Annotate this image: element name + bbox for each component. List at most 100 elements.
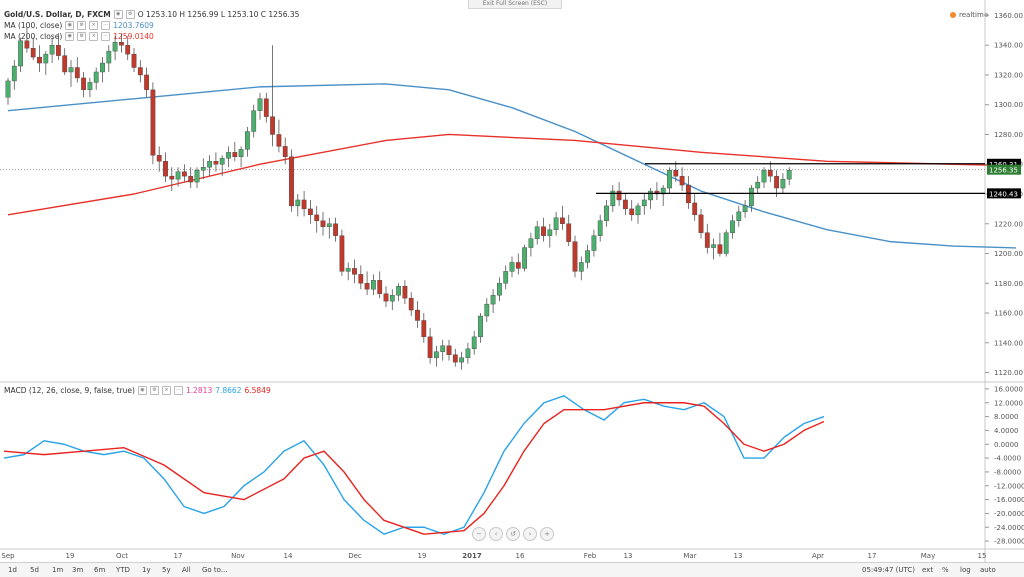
support-tag: 1240.43	[989, 190, 1018, 198]
timeframe-all[interactable]: All	[182, 566, 191, 574]
ma200-settings-icon[interactable]: ⚙	[77, 32, 87, 41]
candle-body	[320, 220, 326, 227]
candle-body	[62, 55, 68, 73]
macd-eye-icon[interactable]: ◉	[137, 386, 147, 395]
candle-body	[49, 45, 55, 55]
ma100-more-icon[interactable]: ⋯	[101, 21, 111, 30]
auto-toggle[interactable]: auto	[980, 566, 996, 574]
ma100-settings-icon[interactable]: ⚙	[77, 21, 87, 30]
legend-settings-icon[interactable]: ⚙	[125, 10, 135, 19]
candles	[5, 27, 792, 370]
price-tick-label: 1200.00	[994, 250, 1023, 258]
candle-up	[641, 194, 647, 215]
exit-fullscreen-button[interactable]: Exit Full Screen (ESC)	[468, 0, 562, 9]
macd-tick-label: -20.0000	[994, 510, 1024, 518]
reset-button[interactable]: ↺	[506, 527, 520, 541]
candle-down	[156, 146, 162, 172]
candle-body	[389, 294, 395, 302]
timeframe-1d[interactable]: 1d	[8, 566, 17, 574]
candle-body	[238, 149, 244, 158]
candle-down	[232, 141, 238, 162]
macd-more-icon[interactable]: ⋯	[173, 386, 183, 395]
candle-up	[761, 167, 767, 189]
candle-body	[629, 208, 635, 216]
timeframe-ytd[interactable]: YTD	[116, 566, 130, 574]
timeframe-1m[interactable]: 1m	[52, 566, 64, 574]
scroll-right-button[interactable]: ›	[523, 527, 537, 541]
macd-close-icon[interactable]: ×	[161, 386, 171, 395]
ma200-close-icon[interactable]: ×	[89, 32, 99, 41]
candle-down	[131, 48, 137, 72]
zoom-in-button[interactable]: +	[540, 527, 554, 541]
candle-body	[522, 247, 528, 269]
candle-down	[301, 191, 307, 217]
timeframe-5d[interactable]: 5d	[30, 566, 39, 574]
candle-up	[660, 185, 666, 206]
time-tick-label: 15	[978, 552, 987, 560]
candle-down	[333, 217, 338, 242]
candle-down	[150, 82, 156, 165]
candle-up	[522, 244, 528, 272]
candle-body	[465, 348, 471, 358]
timeframe-6m[interactable]: 6m	[94, 566, 106, 574]
candle-body	[144, 74, 149, 91]
horizontal-levels[interactable]	[596, 163, 985, 194]
macd-legend: MACD (12, 26, close, 9, false, true) ◉ ⚙…	[4, 386, 271, 395]
ma100-close-icon[interactable]: ×	[89, 21, 99, 30]
candle-body	[43, 53, 49, 64]
time-tick-label: 14	[284, 552, 293, 560]
timeframe-5y[interactable]: 5y	[162, 566, 171, 574]
candle-body	[490, 294, 496, 305]
candle-body	[767, 169, 773, 177]
macd-tick-label: 16.0000	[994, 385, 1023, 393]
ma100-eye-icon[interactable]: ◉	[65, 21, 75, 30]
candle-body	[654, 190, 660, 195]
candle-down	[352, 259, 357, 284]
candle-body	[339, 235, 345, 272]
candle-down	[427, 327, 433, 364]
macd-settings-icon[interactable]: ⚙	[149, 386, 159, 395]
candle-up	[736, 205, 742, 227]
candle-body	[270, 116, 275, 135]
timeframe-1y[interactable]: 1y	[142, 566, 151, 574]
log-toggle[interactable]: log	[960, 566, 971, 574]
candle-body	[749, 187, 754, 207]
candle-down	[74, 57, 80, 83]
timeframe-3m[interactable]: 3m	[72, 566, 84, 574]
ma200-eye-icon[interactable]: ◉	[65, 32, 75, 41]
scroll-left-button[interactable]: ‹	[489, 527, 503, 541]
time-tick-label: Feb	[584, 552, 597, 560]
candle-body	[660, 187, 666, 195]
candle-body	[118, 42, 124, 46]
candle-body	[5, 80, 11, 98]
candle-body	[226, 152, 231, 159]
candle-up	[610, 185, 616, 212]
candle-up	[509, 256, 515, 278]
time-tick-label: Mar	[683, 552, 696, 560]
candle-body	[648, 190, 654, 201]
candle-down	[314, 205, 320, 233]
candle-up	[591, 229, 597, 257]
zoom-out-button[interactable]: −	[472, 527, 486, 541]
percent-toggle[interactable]: %	[942, 566, 949, 574]
candle-body	[93, 71, 99, 83]
time-tick-label: Nov	[231, 552, 245, 560]
ext-toggle[interactable]: ext	[922, 566, 934, 574]
candle-up	[175, 167, 181, 187]
time-tick-label: Oct	[116, 552, 128, 560]
candle-down	[566, 214, 572, 247]
candle-up	[389, 289, 395, 311]
time-tick-label: 2017	[462, 552, 482, 560]
legend-visibility-icon[interactable]: ◉	[113, 10, 123, 19]
goto-button[interactable]: Go to...	[202, 566, 228, 574]
chart-canvas[interactable]: 1360.001340.001320.001300.001280.001260.…	[0, 0, 1024, 562]
candle-up	[396, 283, 401, 302]
macd-tick-label: -28.0000	[994, 538, 1024, 546]
candle-down	[572, 235, 578, 278]
candle-body	[667, 169, 672, 189]
candle-down	[263, 92, 269, 123]
macd-tick-label: 12.0000	[994, 399, 1023, 407]
candle-up	[251, 104, 257, 138]
candle-body	[704, 232, 710, 248]
ma200-more-icon[interactable]: ⋯	[101, 32, 111, 41]
